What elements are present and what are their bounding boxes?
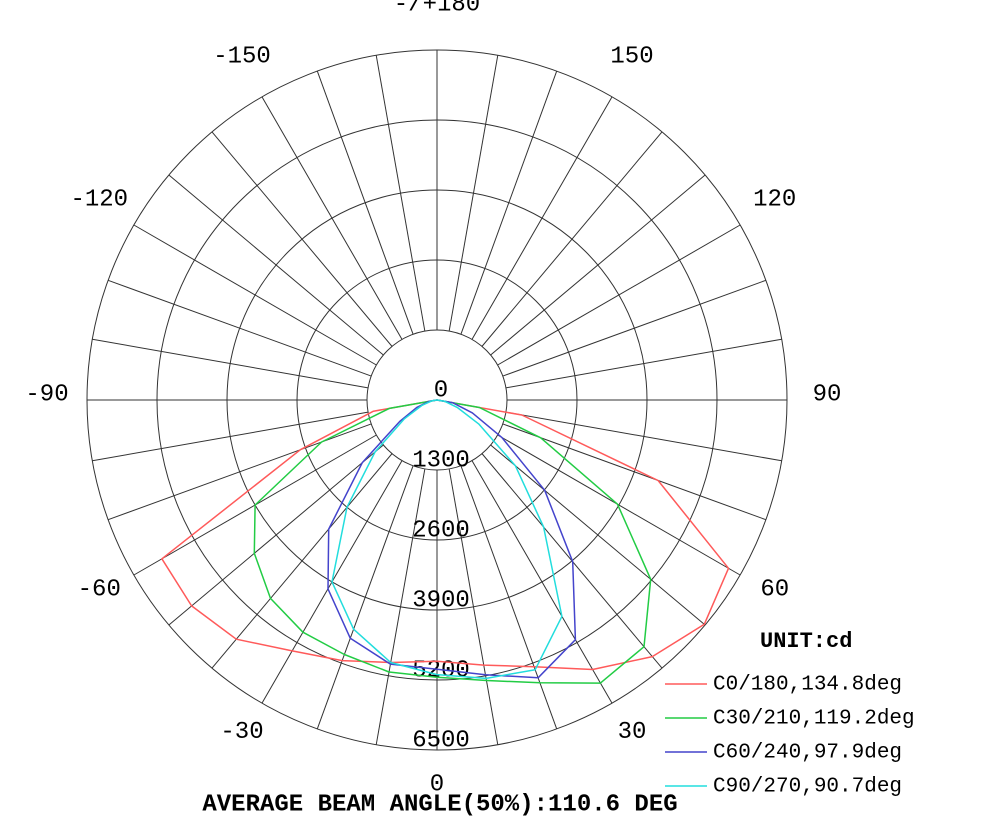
angle-tick-label: 90 bbox=[813, 381, 842, 408]
legend-label: C60/240,97.9deg bbox=[713, 742, 902, 765]
angle-tick-label: -/+180 bbox=[394, 0, 480, 18]
ring bbox=[296, 259, 578, 541]
curve bbox=[331, 399, 563, 680]
legend-label: C90/270,90.7deg bbox=[713, 776, 902, 799]
footer: AVERAGE BEAM ANGLE(50%):110.6 DEG bbox=[202, 791, 677, 818]
ring bbox=[156, 119, 718, 681]
r-tick-label: 2600 bbox=[412, 517, 470, 544]
angle-tick-label: -150 bbox=[213, 44, 271, 71]
curve bbox=[161, 399, 730, 671]
unit-label: UNIT:cd bbox=[760, 629, 852, 654]
angle-tick-label: 150 bbox=[610, 44, 653, 71]
legend-label: C30/210,119.2deg bbox=[713, 708, 915, 731]
curve bbox=[327, 399, 577, 679]
angle-tick-label: 0 bbox=[430, 771, 444, 798]
angle-tick-label: -120 bbox=[70, 186, 128, 213]
curve bbox=[253, 399, 652, 684]
angle-tick-label: -90 bbox=[25, 381, 68, 408]
ring bbox=[226, 189, 648, 611]
angle-tick-label: -60 bbox=[78, 576, 121, 603]
angle-tick-label: 60 bbox=[760, 576, 789, 603]
ring bbox=[86, 49, 788, 751]
angle-tick-label: 120 bbox=[753, 186, 796, 213]
legend-label: C0/180,134.8deg bbox=[713, 674, 902, 697]
angle-tick-label: -30 bbox=[220, 719, 263, 746]
r-tick-label: 0 bbox=[434, 377, 448, 404]
r-tick-label: 6500 bbox=[412, 727, 470, 754]
r-tick-label: 1300 bbox=[412, 447, 470, 474]
angle-tick-label: 30 bbox=[618, 719, 647, 746]
r-tick-label: 3900 bbox=[412, 587, 470, 614]
ring bbox=[366, 329, 508, 471]
